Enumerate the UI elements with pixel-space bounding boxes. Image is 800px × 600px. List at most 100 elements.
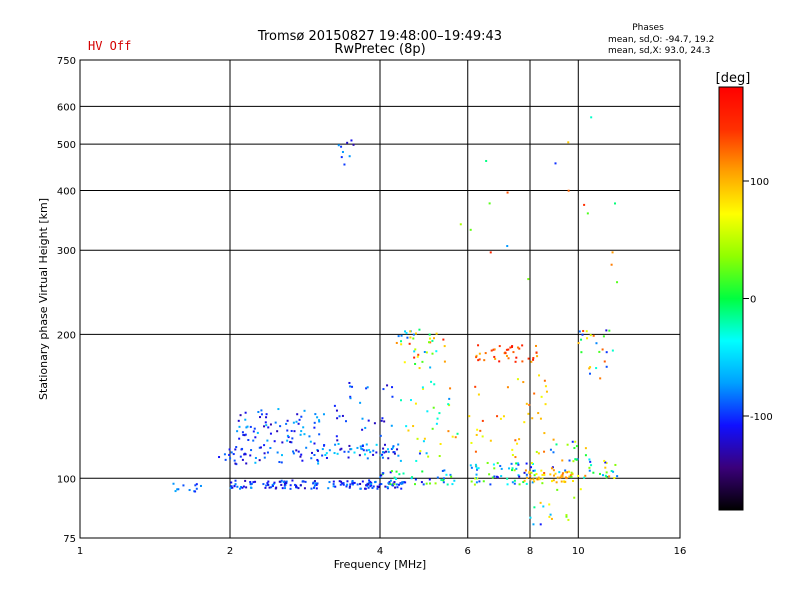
data-point	[413, 350, 416, 353]
data-point	[351, 479, 354, 482]
data-point	[517, 463, 520, 466]
data-point	[589, 366, 592, 369]
data-point	[234, 483, 237, 486]
data-point	[574, 458, 577, 461]
data-point	[543, 450, 546, 453]
y-axis-ticks: 75 100 200 300 400 500 600 750	[57, 56, 76, 545]
data-point	[567, 518, 570, 521]
data-point	[316, 449, 319, 452]
data-point	[554, 472, 557, 475]
data-point	[427, 455, 430, 458]
data-point	[434, 482, 437, 485]
data-point	[389, 471, 392, 474]
data-point	[535, 450, 538, 453]
data-point	[294, 483, 297, 486]
data-point	[511, 467, 514, 470]
data-point	[265, 416, 268, 419]
data-point	[604, 461, 607, 464]
data-point	[293, 430, 296, 433]
data-point	[390, 448, 393, 451]
data-point	[442, 477, 445, 480]
x-tick-label: 8	[527, 546, 533, 557]
data-point	[359, 482, 362, 485]
data-point	[300, 430, 303, 433]
data-point	[577, 474, 580, 477]
data-point	[387, 482, 390, 485]
data-point	[310, 451, 313, 454]
data-point	[316, 458, 319, 461]
data-point	[380, 483, 383, 486]
data-point	[610, 469, 613, 472]
data-point	[365, 387, 368, 390]
data-point	[405, 332, 408, 335]
data-point	[280, 461, 283, 464]
data-point	[470, 480, 473, 483]
data-point	[405, 425, 408, 428]
data-point	[349, 483, 352, 486]
data-point	[347, 450, 350, 453]
data-point	[545, 390, 548, 393]
plot-border	[79, 59, 681, 539]
grid-lines	[80, 60, 680, 538]
data-point	[429, 366, 432, 369]
data-point	[273, 481, 276, 484]
data-point	[335, 409, 338, 412]
data-point	[361, 417, 364, 420]
data-point	[317, 462, 320, 465]
data-point	[267, 426, 270, 429]
data-point	[511, 448, 514, 451]
data-point	[603, 459, 606, 462]
data-point	[518, 347, 521, 350]
data-point	[379, 476, 382, 479]
data-point	[415, 332, 418, 335]
data-point	[402, 481, 405, 484]
data-point	[535, 473, 538, 476]
data-point	[446, 483, 449, 486]
data-point	[366, 386, 369, 389]
data-point	[514, 439, 517, 442]
data-point	[559, 476, 562, 479]
data-point	[372, 485, 375, 488]
data-point	[395, 341, 398, 344]
data-point	[565, 515, 568, 518]
chart-subtitle: RwPretec (8p)	[334, 42, 425, 57]
data-point	[442, 479, 445, 482]
data-point	[555, 443, 558, 446]
data-point	[372, 449, 375, 452]
data-point	[317, 460, 320, 463]
data-point	[352, 143, 355, 146]
data-point	[560, 474, 563, 477]
data-point	[230, 481, 233, 484]
data-point	[539, 417, 542, 420]
data-point	[577, 342, 580, 345]
data-point	[364, 487, 367, 490]
data-point	[409, 399, 412, 402]
data-point	[430, 380, 433, 383]
data-point	[273, 440, 276, 443]
data-point	[352, 482, 355, 485]
data-point	[337, 442, 340, 445]
y-tick-label: 200	[57, 330, 76, 341]
data-point	[476, 468, 479, 471]
data-point	[616, 475, 619, 478]
data-point	[541, 473, 544, 476]
data-point	[267, 483, 270, 486]
data-point	[340, 480, 343, 483]
data-point	[453, 479, 456, 482]
data-point	[496, 415, 499, 418]
data-point	[323, 444, 326, 447]
data-point	[562, 480, 565, 483]
data-point	[258, 446, 261, 449]
data-point	[336, 417, 339, 420]
data-point	[344, 420, 347, 423]
data-point	[374, 480, 377, 483]
data-point	[238, 437, 241, 440]
data-point	[526, 477, 529, 480]
data-point	[589, 334, 592, 337]
data-point	[475, 481, 478, 484]
data-point	[498, 345, 501, 348]
data-point	[244, 411, 247, 414]
data-point	[258, 459, 261, 462]
data-point	[406, 336, 409, 339]
data-point	[176, 488, 179, 491]
